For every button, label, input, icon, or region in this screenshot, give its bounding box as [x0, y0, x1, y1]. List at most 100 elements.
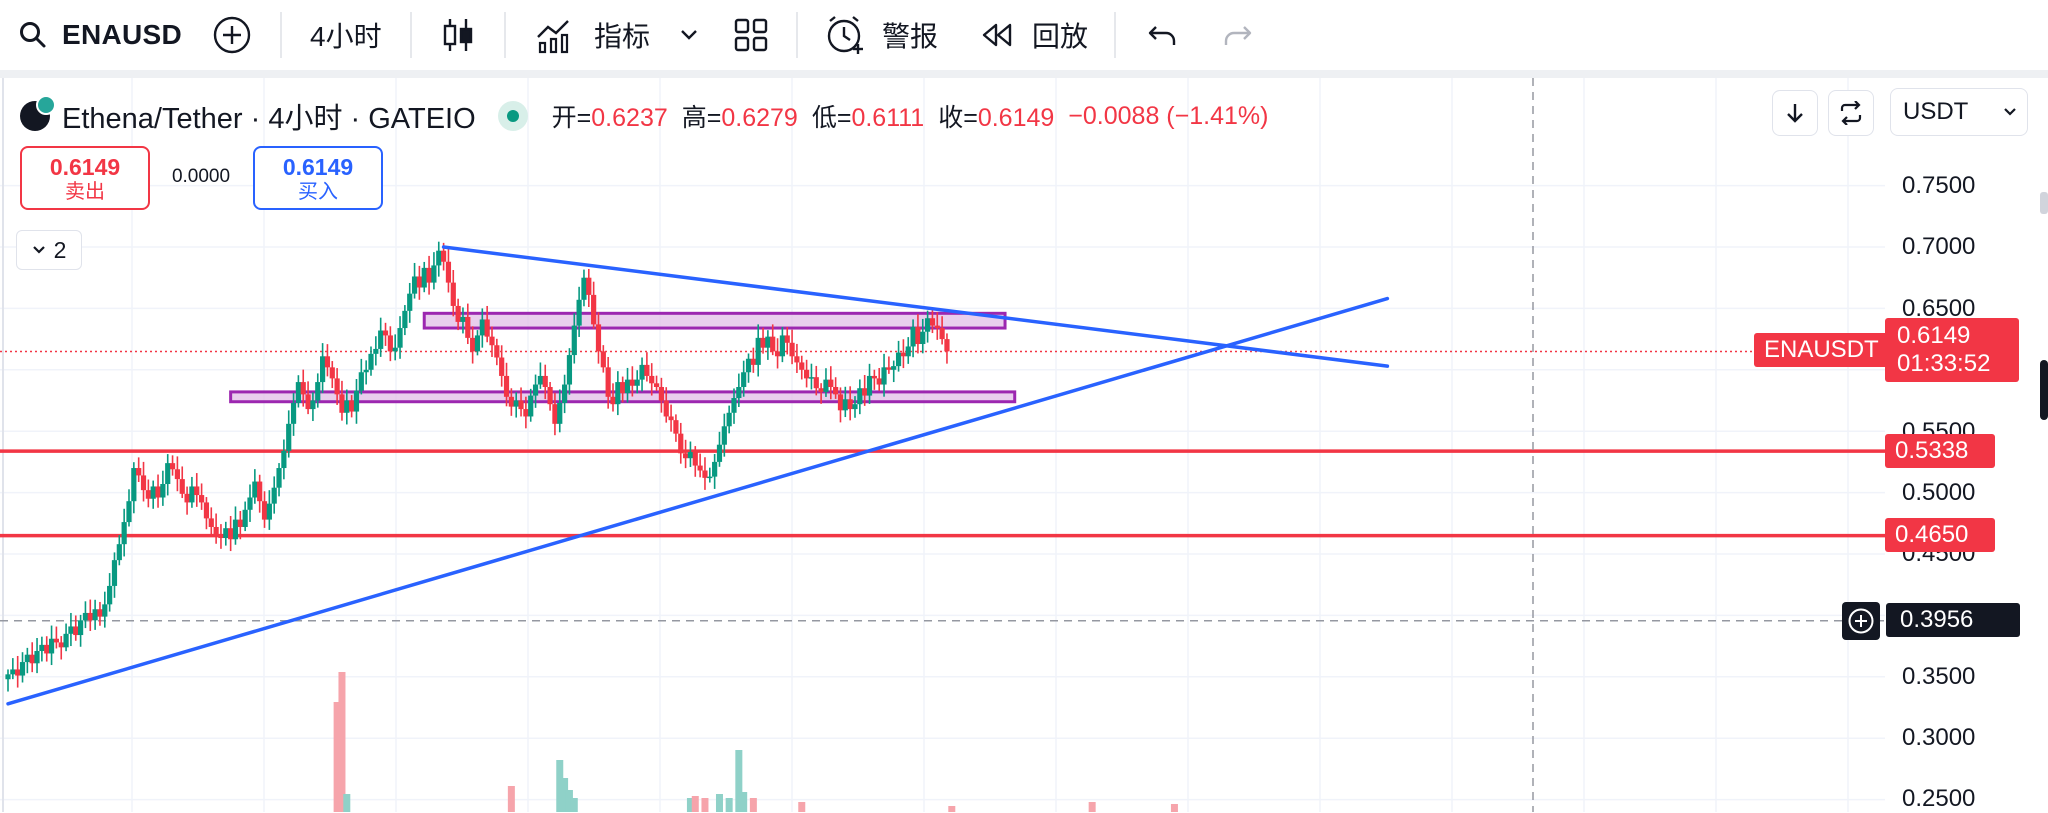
candle-body [339, 394, 345, 413]
candle-body [934, 325, 940, 329]
plus-circle-icon [1848, 608, 1874, 634]
sell-button[interactable]: 0.6149 卖出 [20, 146, 150, 210]
candle [494, 338, 500, 366]
layout-button[interactable] [734, 0, 768, 70]
candle-body [266, 503, 272, 520]
candle-body [581, 277, 587, 300]
indicators-button[interactable]: 指标 [534, 0, 650, 70]
volume-bar [338, 672, 346, 812]
candle [649, 363, 655, 396]
candle-body [939, 328, 945, 340]
candle-body [624, 379, 631, 394]
chart-pane[interactable] [0, 78, 2048, 812]
candle-body [712, 461, 718, 477]
candle [426, 255, 432, 295]
candle [474, 330, 481, 356]
legend-open: 开=0.6237 [551, 104, 668, 132]
candle-body [866, 375, 873, 396]
candle-body [852, 404, 858, 410]
candle [344, 389, 350, 425]
candle-body [755, 337, 761, 365]
crosshair-add-button[interactable] [1842, 602, 1880, 640]
candle [290, 393, 297, 436]
candle [837, 387, 844, 423]
candle [886, 356, 892, 374]
candle [179, 466, 185, 499]
candle [416, 265, 422, 300]
candle [707, 467, 713, 483]
scroll-to-latest-button[interactable] [1772, 90, 1818, 136]
candle [513, 392, 519, 418]
candle [731, 388, 737, 424]
candle-body [876, 378, 882, 385]
candle [232, 506, 239, 545]
candle-body [639, 364, 645, 380]
undo-button[interactable] [1146, 0, 1178, 70]
candle-body [474, 335, 481, 352]
volume-bar [735, 750, 743, 812]
indicators-collapse-button[interactable]: 2 [16, 230, 82, 270]
price-scale-handle[interactable] [2040, 360, 2048, 420]
candle [586, 268, 592, 307]
indicators-dropdown[interactable] [680, 0, 698, 70]
alerts-label: 警报 [882, 21, 939, 52]
candle [450, 269, 456, 317]
candle [479, 308, 485, 348]
candle [804, 359, 810, 388]
symbol-search[interactable]: ENAUSD [18, 0, 182, 70]
volume-bar [333, 702, 341, 812]
candle-body [218, 534, 224, 539]
candle-body [566, 355, 573, 385]
redo-button[interactable] [1222, 0, 1254, 70]
candle-body [707, 476, 713, 479]
candle-body [774, 351, 781, 357]
chart-type-button[interactable] [442, 0, 474, 70]
reset-chart-button[interactable] [1828, 90, 1874, 136]
candle-body [126, 501, 132, 523]
candle [532, 374, 539, 408]
current-price-label: 0.6149 01:33:52 [1885, 318, 2019, 382]
candle-body [513, 400, 519, 407]
axis-tick: 0.6500 [1902, 295, 1976, 322]
candle [465, 303, 471, 345]
compare-button[interactable] [212, 0, 252, 70]
candle-body [102, 604, 108, 617]
candle-body [799, 362, 805, 370]
candle-body [416, 276, 422, 288]
interval-button[interactable]: 4小时 [310, 0, 382, 70]
candle [528, 388, 534, 422]
pane-handle[interactable] [2040, 192, 2048, 214]
candle-body [687, 452, 694, 459]
currency-select[interactable]: USDT [1890, 88, 2028, 136]
candle-body [116, 544, 122, 561]
candle [358, 358, 364, 395]
candle [852, 396, 858, 418]
alerts-button[interactable]: 警报 [824, 0, 938, 70]
price-chart[interactable] [0, 78, 2048, 812]
candle-body [223, 528, 229, 539]
candle-body [184, 493, 190, 503]
candle [39, 636, 45, 662]
volume-bar [561, 778, 569, 812]
candle [557, 389, 563, 433]
candle-body [363, 369, 369, 373]
candle-body [600, 351, 606, 368]
candle-body [150, 486, 156, 499]
candle [5, 669, 11, 692]
toolbar-divider [796, 12, 798, 58]
candle [213, 513, 219, 544]
volume-bar [740, 792, 748, 812]
replay-button[interactable]: 回放 [980, 0, 1088, 70]
candle [794, 343, 800, 374]
candle-body [886, 367, 892, 370]
currency-value: USDT [1903, 98, 1969, 125]
candle-body [683, 453, 689, 459]
candles-icon [443, 19, 473, 51]
candle [716, 431, 723, 467]
candle [900, 339, 906, 369]
candle-body [78, 620, 84, 636]
buy-button[interactable]: 0.6149 买入 [253, 146, 383, 210]
candle [605, 356, 611, 409]
candle [595, 312, 602, 364]
candle [353, 379, 360, 424]
